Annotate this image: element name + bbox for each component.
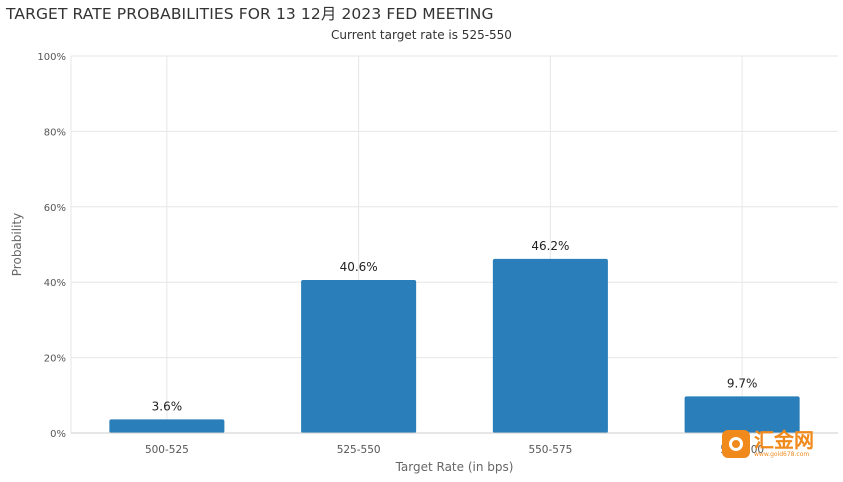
y-tick-label: 0% (50, 429, 66, 440)
watermark-logo: 汇金网 www.gold678.com (722, 428, 832, 460)
bar (492, 258, 608, 433)
bar-value-label: 9.7% (727, 376, 758, 390)
watermark-subtext: www.gold678.com (754, 451, 810, 458)
x-axis-title: Target Rate (in bps) (395, 460, 514, 474)
y-tick-label: 100% (37, 52, 66, 63)
watermark-text: 汇金网 (754, 428, 814, 452)
bar (301, 279, 417, 433)
chart-title: TARGET RATE PROBABILITIES FOR 13 12月 202… (6, 5, 494, 23)
y-tick-label: 20% (44, 354, 66, 365)
bar-value-label: 40.6% (340, 260, 378, 274)
bar-value-label: 3.6% (152, 399, 183, 413)
y-tick-label: 80% (44, 127, 66, 138)
x-tick-label: 500-525 (145, 444, 189, 456)
gold678-logo-icon (722, 430, 750, 458)
chart-subtitle: Current target rate is 525-550 (331, 28, 512, 42)
bar (109, 419, 225, 433)
bar (684, 396, 800, 433)
y-axis-title: Probability (10, 213, 24, 276)
bar-value-label: 46.2% (531, 239, 569, 253)
x-tick-label: 525-550 (337, 444, 381, 456)
x-tick-label: 550-575 (528, 444, 572, 456)
y-tick-label: 40% (44, 278, 66, 289)
y-tick-label: 60% (44, 203, 66, 214)
